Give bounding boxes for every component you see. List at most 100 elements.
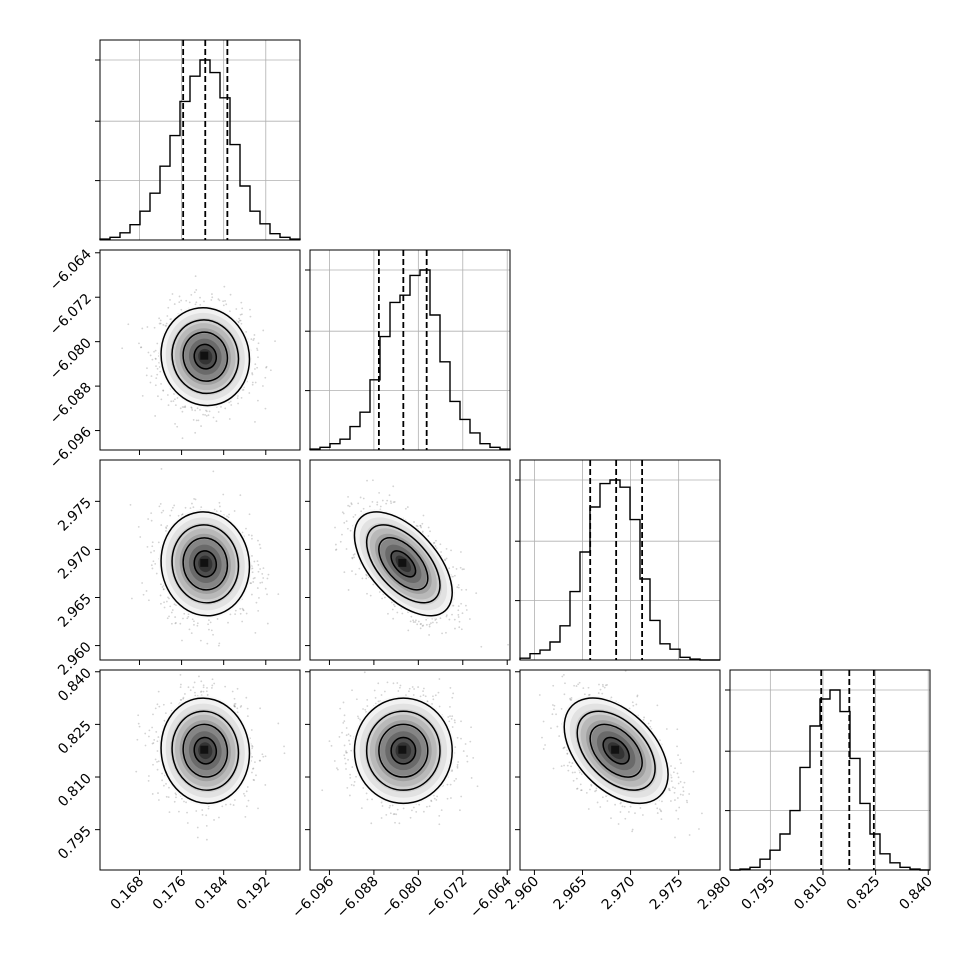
scatter-point <box>228 513 230 516</box>
scatter-point <box>183 800 185 803</box>
scatter-point <box>457 614 460 616</box>
scatter-panel-0-3 <box>95 669 301 875</box>
scatter-point <box>206 687 208 689</box>
scatter-point <box>576 787 578 790</box>
scatter-point <box>233 705 236 707</box>
scatter-point <box>160 383 162 385</box>
scatter-point <box>614 803 617 806</box>
scatter-point <box>252 339 255 342</box>
scatter-point <box>346 786 349 789</box>
scatter-point <box>406 506 409 508</box>
scatter-point <box>676 797 679 799</box>
scatter-point <box>353 780 356 783</box>
scatter-point <box>438 814 441 817</box>
scatter-point <box>345 751 348 754</box>
scatter-point <box>342 512 345 515</box>
scatter-point <box>240 705 243 707</box>
scatter-point <box>391 804 394 807</box>
scatter-point <box>189 689 192 692</box>
contour-2 <box>365 524 441 604</box>
scatter-point <box>145 590 148 592</box>
scatter-point <box>419 524 422 527</box>
scatter-point <box>247 799 250 802</box>
scatter-point <box>366 698 369 701</box>
scatter-point <box>424 695 427 698</box>
scatter-point <box>156 761 158 763</box>
scatter-point <box>343 720 346 723</box>
scatter-point <box>252 581 255 583</box>
scatter-point <box>354 573 357 576</box>
scatter-point <box>146 545 149 548</box>
scatter-point <box>670 800 672 802</box>
scatter-point <box>259 707 262 710</box>
scatter-point <box>457 616 460 618</box>
scatter-point <box>362 497 365 500</box>
scatter-point <box>601 692 604 695</box>
scatter-point <box>355 698 358 701</box>
scatter-point <box>180 698 183 701</box>
scatter-point <box>578 681 581 684</box>
scatter-point <box>222 493 225 496</box>
scatter-point <box>199 408 201 411</box>
scatter-point <box>677 776 680 779</box>
scatter-point <box>659 809 662 812</box>
scatter-point <box>265 366 267 369</box>
contour-2 <box>171 524 240 604</box>
scatter-point <box>431 703 433 705</box>
scatter-point <box>245 805 248 808</box>
scatter-point <box>431 621 434 624</box>
scatter-point <box>205 414 208 417</box>
scatter-point <box>224 407 227 410</box>
scatter-point <box>408 687 411 690</box>
contour-1 <box>589 723 643 778</box>
scatter-point <box>140 346 143 349</box>
scatter-point <box>251 571 254 574</box>
scatter-point <box>245 696 248 699</box>
scatter-point <box>338 736 341 738</box>
panel-content <box>538 670 703 839</box>
scatter-point <box>163 784 165 787</box>
y-tick-label-1-1: −6.088 <box>47 380 95 428</box>
scatter-point <box>181 639 183 642</box>
scatter-point <box>158 705 161 708</box>
scatter-point <box>558 735 561 737</box>
scatter-point <box>656 812 659 814</box>
scatter-point <box>242 609 245 612</box>
scatter-point <box>193 497 195 500</box>
scatter-point <box>411 809 413 812</box>
scatter-point <box>454 627 456 630</box>
scatter-point <box>445 548 448 550</box>
scatter-point <box>392 501 395 504</box>
scatter-point <box>412 621 415 623</box>
scatter-point <box>579 783 582 786</box>
scatter-point <box>621 805 624 808</box>
scatter-point <box>453 574 456 577</box>
scatter-point <box>560 765 563 768</box>
scatter-point <box>346 527 349 530</box>
scatter-point <box>201 809 204 811</box>
density-peak <box>200 558 209 567</box>
panel-content <box>334 479 509 648</box>
scatter-point <box>440 809 443 812</box>
scatter-point <box>154 357 157 360</box>
scatter-point <box>350 749 353 752</box>
scatter-point <box>153 326 156 329</box>
scatter-point <box>131 597 133 600</box>
scatter-point <box>570 697 573 699</box>
scatter-point <box>173 504 176 507</box>
scatter-point <box>168 597 170 600</box>
scatter-point <box>208 410 211 413</box>
scatter-point <box>199 304 202 306</box>
scatter-point <box>160 511 163 514</box>
scatter-point <box>141 327 144 330</box>
scatter-point <box>391 608 394 611</box>
scatter-point <box>352 516 355 518</box>
scatter-point <box>439 543 442 546</box>
scatter-point <box>160 467 163 470</box>
scatter-point <box>171 506 174 509</box>
scatter-point <box>170 611 173 614</box>
scatter-point <box>349 776 352 779</box>
scatter-point <box>174 404 177 407</box>
contour-2 <box>576 710 656 791</box>
